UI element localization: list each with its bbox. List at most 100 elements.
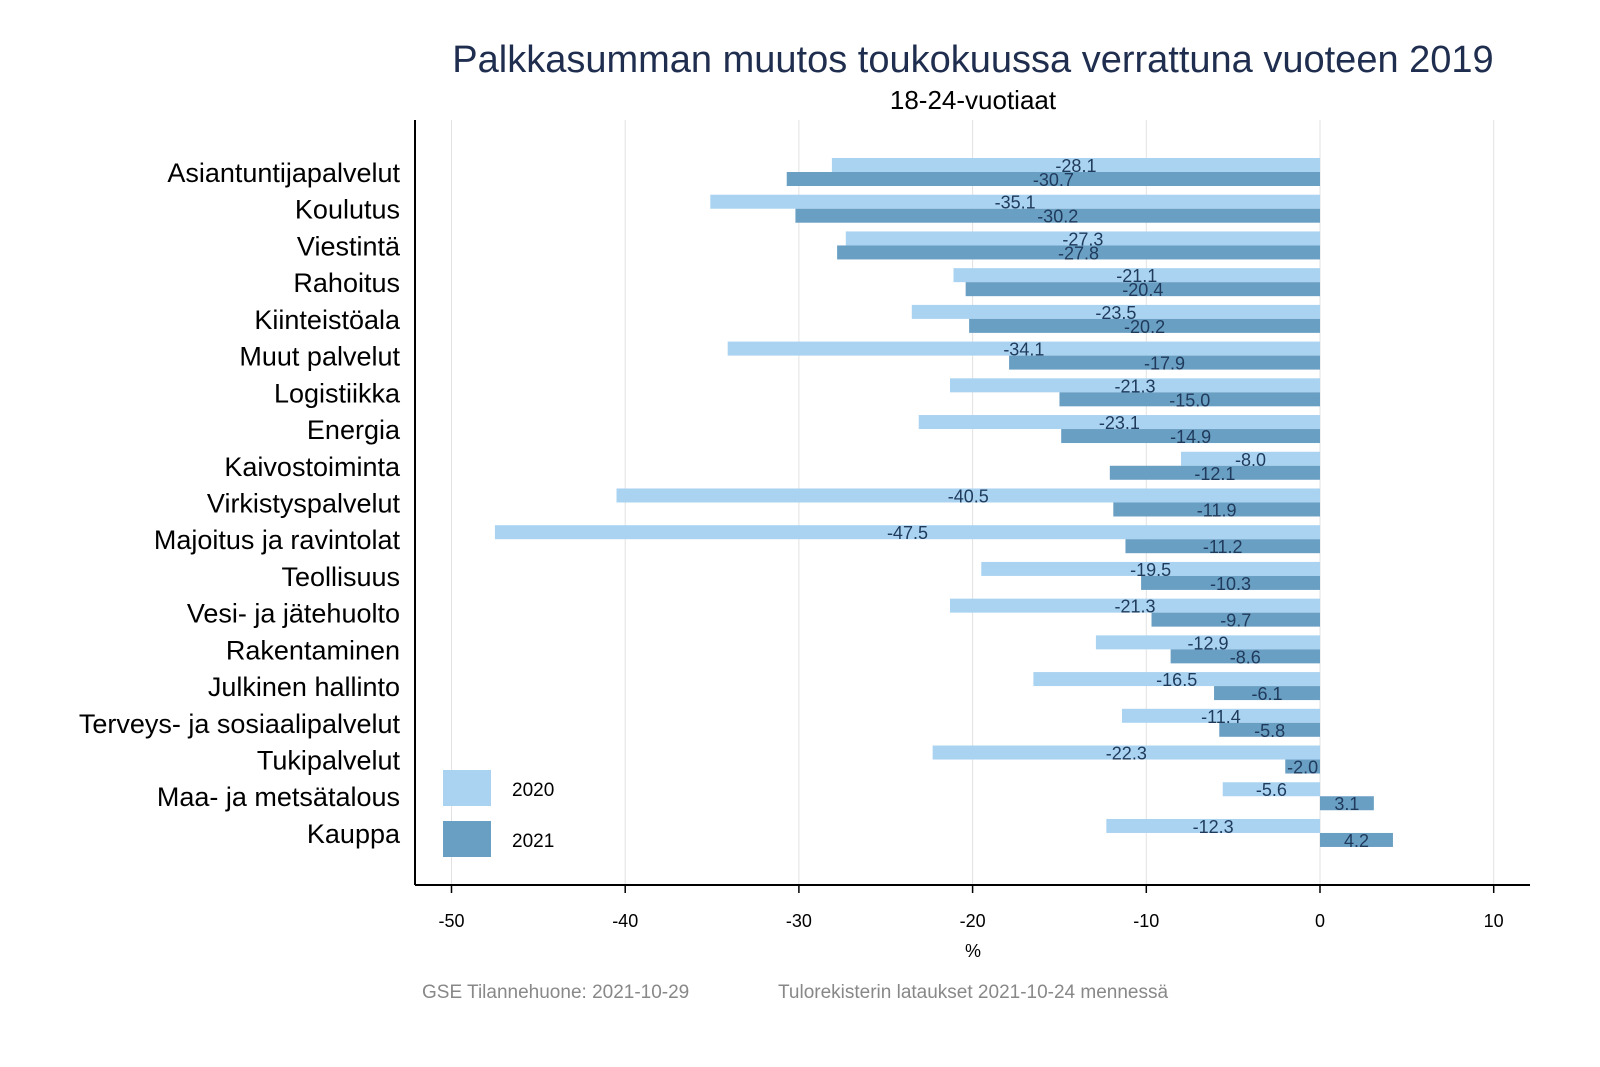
bar-2020 xyxy=(950,378,1320,393)
data-label-2020: -21.3 xyxy=(1114,376,1155,396)
bars: -28.1-30.7 -35.1-30.2-27.3-27.8 -21.1-20.4… xyxy=(494,156,1393,851)
bar-2020 xyxy=(932,745,1320,760)
bar-2021 xyxy=(795,208,1320,223)
category-label: Koulutus xyxy=(295,195,400,225)
bar-2020 xyxy=(1033,672,1320,687)
bar-2021 xyxy=(1113,502,1320,517)
chart-subtitle: 18-24-vuotiaat xyxy=(890,85,1057,115)
bar-2020 xyxy=(494,525,1320,540)
bar-2020 xyxy=(950,598,1320,613)
data-label-2021: 3.1 xyxy=(1334,794,1359,814)
legend: 2020 2021 xyxy=(443,770,554,857)
category-label: Kauppa xyxy=(307,819,401,849)
category-label: Rahoitus xyxy=(293,268,400,298)
x-tick-label: 10 xyxy=(1484,911,1504,931)
category-label: Virkistyspalvelut xyxy=(207,488,401,518)
data-label-2021: -12.1 xyxy=(1194,464,1235,484)
data-label-2021: -11.2 xyxy=(1203,537,1243,557)
bar-2021 xyxy=(1170,649,1320,664)
bar-2021 xyxy=(1109,465,1320,480)
data-label-2021: -11.9 xyxy=(1197,500,1237,520)
data-label-2020: -16.5 xyxy=(1156,670,1197,690)
data-label-2020: -34.1 xyxy=(1003,340,1044,360)
data-label-2020: -22.3 xyxy=(1106,744,1147,764)
bar-2021 xyxy=(1219,722,1320,737)
bar-2021 xyxy=(965,282,1320,297)
bar-2020 xyxy=(911,304,1320,319)
bar-2020 xyxy=(953,268,1320,283)
data-label-2021: -14.9 xyxy=(1170,427,1211,447)
bar-2021 xyxy=(969,318,1320,333)
data-label-2021: -9.7 xyxy=(1220,611,1251,631)
data-label-2020: -12.3 xyxy=(1193,817,1234,837)
data-label-2020: -19.5 xyxy=(1130,560,1171,580)
bar-2021 xyxy=(1141,575,1320,590)
bar-2020 xyxy=(918,415,1320,430)
x-axis-label: % xyxy=(965,941,981,961)
data-label-2020: -35.1 xyxy=(995,193,1036,213)
bar-2020 xyxy=(1222,782,1320,797)
bar-2020 xyxy=(1121,708,1320,723)
x-tick-label: 0 xyxy=(1315,911,1325,931)
legend-swatch-2020 xyxy=(443,770,491,806)
data-label-2021: -20.2 xyxy=(1124,317,1165,337)
category-label: Muut palvelut xyxy=(239,342,400,372)
footer-note: Tulorekisterin lataukset 2021-10-24 menn… xyxy=(778,982,1168,1003)
legend-label-2021: 2021 xyxy=(512,831,554,852)
data-label-2020: -21.3 xyxy=(1114,597,1155,617)
data-label-2020: -8.0 xyxy=(1235,450,1266,470)
bar-2020 xyxy=(727,341,1320,356)
data-label-2021: -15.0 xyxy=(1169,390,1210,410)
category-label: Viestintä xyxy=(297,231,401,261)
data-label-2020: -12.9 xyxy=(1187,633,1228,653)
bar-2021 xyxy=(1320,832,1393,847)
data-label-2020: -5.6 xyxy=(1256,780,1287,800)
bar-2021 xyxy=(837,245,1320,260)
bar-2020 xyxy=(981,561,1320,576)
footer-source: GSE Tilannehuone: 2021-10-29 xyxy=(422,982,689,1003)
data-label-2021: -5.8 xyxy=(1254,721,1285,741)
data-label-2021: -8.6 xyxy=(1230,647,1261,667)
bar-2021 xyxy=(1125,539,1320,554)
bar-2020 xyxy=(1106,818,1320,833)
category-label: Asiantuntijapalvelut xyxy=(167,158,400,188)
data-label-2021: -6.1 xyxy=(1252,684,1283,704)
x-tick-label: -40 xyxy=(612,911,638,931)
bar-2021 xyxy=(1320,796,1374,811)
data-label-2020: -28.1 xyxy=(1055,156,1096,176)
data-label-2020: -11.4 xyxy=(1201,707,1241,727)
data-label-2021: -2.0 xyxy=(1287,758,1318,778)
category-label: Tukipalvelut xyxy=(257,746,401,776)
data-label-2020: -27.3 xyxy=(1062,229,1103,249)
legend-label-2020: 2020 xyxy=(512,780,554,801)
data-label-2020: -23.5 xyxy=(1095,303,1136,323)
category-label: Majoitus ja ravintolat xyxy=(154,525,401,555)
data-label-2021: -30.7 xyxy=(1033,170,1074,190)
x-tick-label: -10 xyxy=(1133,911,1159,931)
data-label-2021: -20.4 xyxy=(1122,280,1163,300)
category-label: Vesi- ja jätehuolto xyxy=(187,599,400,629)
bar-2020 xyxy=(616,488,1320,503)
category-label: Terveys- ja sosiaalipalvelut xyxy=(79,709,401,739)
x-ticks: -50 -40 -30 -20 -10 0 10 xyxy=(438,885,1504,931)
category-label: Logistiikka xyxy=(274,378,401,408)
category-label: Rakentaminen xyxy=(226,635,400,665)
category-label: Julkinen hallinto xyxy=(208,672,400,702)
data-label-2020: -21.1 xyxy=(1116,266,1157,286)
x-tick-label: -20 xyxy=(960,911,986,931)
data-label-2020: -40.5 xyxy=(948,486,989,506)
data-label-2020: -47.5 xyxy=(887,523,928,543)
category-labels: Asiantuntijapalvelut Koulutus Viestintä Rah… xyxy=(79,158,401,849)
bar-2020 xyxy=(1095,635,1320,650)
category-label: Energia xyxy=(307,415,401,445)
data-label-2021: -10.3 xyxy=(1210,574,1251,594)
data-label-2021: -17.9 xyxy=(1144,354,1185,374)
bar-2020 xyxy=(1181,451,1320,466)
x-tick-label: -30 xyxy=(786,911,812,931)
bar-2020 xyxy=(710,194,1320,209)
bar-2021 xyxy=(1009,355,1320,370)
chart-title: Palkkasumman muutos toukokuussa verrattu… xyxy=(452,39,1493,81)
bar-2021 xyxy=(1061,429,1320,444)
bar-2020 xyxy=(845,231,1320,246)
